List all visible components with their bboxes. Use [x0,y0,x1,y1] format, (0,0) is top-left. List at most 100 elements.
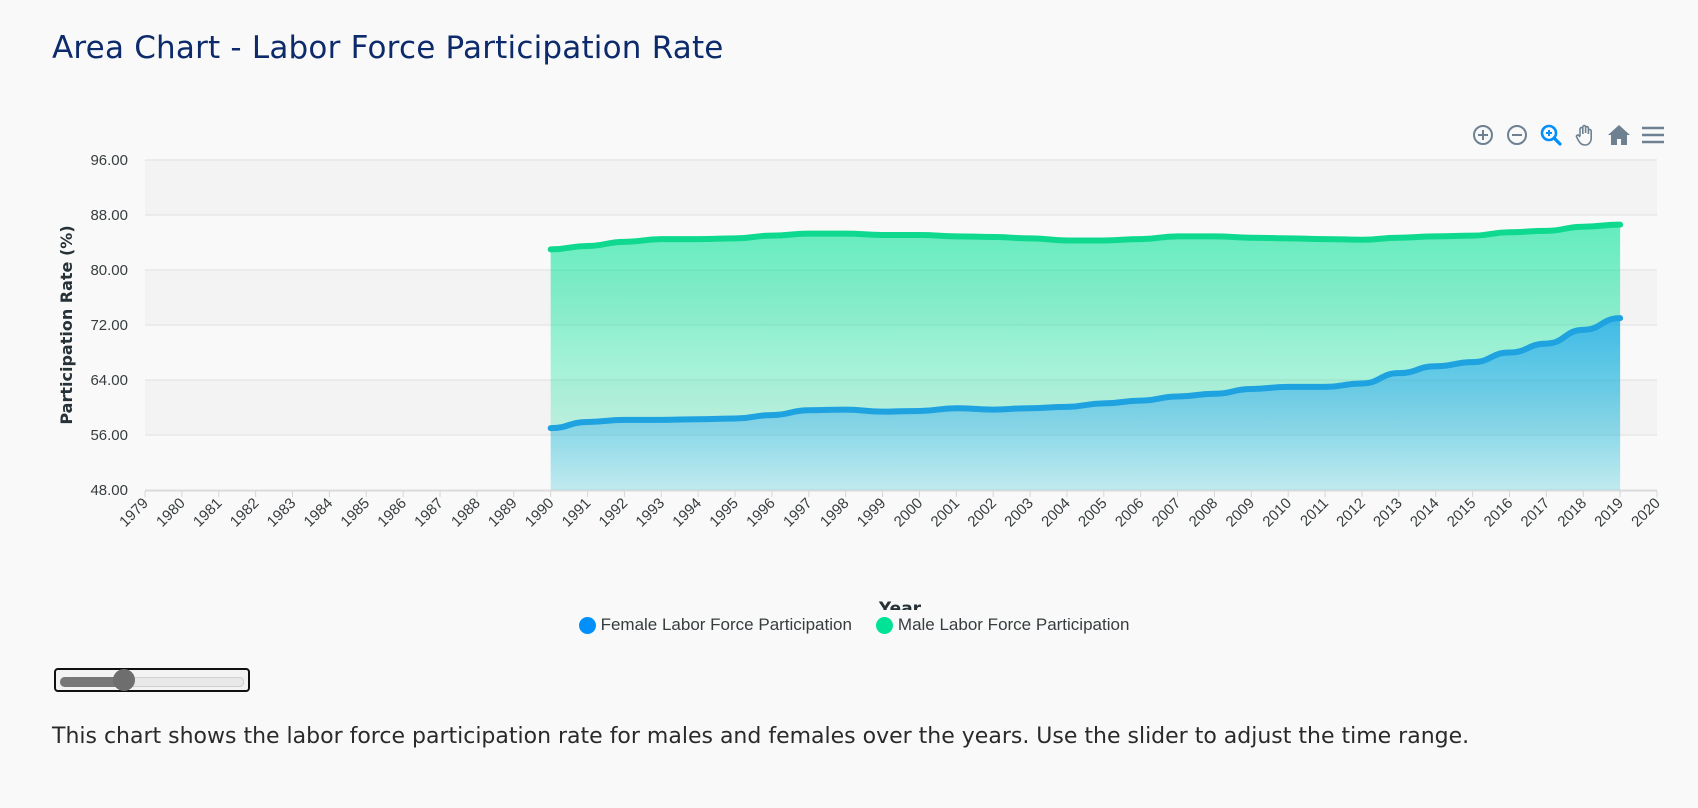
data-point[interactable] [1064,404,1070,410]
data-point[interactable] [1506,350,1512,356]
x-tick-label: 2001 [928,495,964,531]
data-point[interactable] [1396,370,1402,376]
menu-icon[interactable] [1640,122,1666,148]
data-point[interactable] [880,232,886,238]
x-tick-label: 1992 [596,495,632,531]
x-tick-label: 1989 [485,495,521,531]
x-tick-label: 2013 [1370,495,1406,531]
x-tick-label: 2020 [1628,495,1664,531]
time-range-slider[interactable] [54,668,250,692]
y-tick-label: 56.00 [90,427,128,444]
series-line-male[interactable] [547,221,1624,253]
data-point[interactable] [990,407,996,413]
legend-marker-female [578,616,596,634]
data-point[interactable] [1175,233,1181,239]
data-point[interactable] [1248,386,1254,392]
slider-thumb[interactable] [113,669,136,691]
data-point[interactable] [1617,315,1623,321]
data-point[interactable] [1617,222,1623,228]
x-tick-label: 2002 [964,495,1000,531]
zoom-out-icon[interactable] [1504,122,1530,148]
data-point[interactable] [1322,236,1328,242]
legend-label-male: Male Labor Force Participation [897,615,1130,634]
data-point[interactable] [548,246,554,252]
zoom-in-icon[interactable] [1470,122,1496,148]
x-tick-label: 2011 [1297,495,1332,530]
data-point[interactable] [1580,224,1586,230]
data-point[interactable] [621,417,627,423]
data-point[interactable] [658,417,664,423]
data-point[interactable] [843,407,849,413]
y-tick-label: 88.00 [90,207,128,224]
data-point[interactable] [916,232,922,238]
data-point[interactable] [1322,384,1328,390]
data-point[interactable] [1433,233,1439,239]
data-point[interactable] [990,234,996,240]
data-point[interactable] [732,416,738,422]
x-tick-label: 2015 [1444,495,1480,531]
data-point[interactable] [1506,229,1512,235]
data-point[interactable] [1211,391,1217,397]
data-point[interactable] [880,409,886,415]
x-tick-label: 1985 [337,495,373,531]
data-point[interactable] [1175,394,1181,400]
x-tick-label: 1993 [633,495,669,531]
data-point[interactable] [806,231,812,237]
legend-item-female[interactable]: Female Labor Force Participation [569,615,852,635]
area-chart: 96.00 88.00 80.00 72.00 64.00 56.00 48.00 1979 1… [0,110,1698,650]
x-tick-label: 2003 [1001,495,1037,531]
data-point[interactable] [732,235,738,241]
data-point[interactable] [953,233,959,239]
data-point[interactable] [695,236,701,242]
data-point[interactable] [1580,327,1586,333]
data-point[interactable] [1138,398,1144,404]
data-point[interactable] [1211,233,1217,239]
x-tick-label: 2010 [1259,495,1295,531]
data-point[interactable] [769,412,775,418]
data-point[interactable] [1101,400,1107,406]
data-point[interactable] [1138,236,1144,242]
data-point[interactable] [585,419,591,425]
x-tick-label: 1988 [448,495,484,531]
legend-marker-male [875,616,893,634]
data-point[interactable] [1285,384,1291,390]
x-axis-title: Year [878,599,922,610]
selection-zoom-icon[interactable] [1538,122,1564,148]
data-point[interactable] [1543,228,1549,234]
data-point[interactable] [769,233,775,239]
data-point[interactable] [1248,235,1254,241]
data-point[interactable] [695,416,701,422]
data-point[interactable] [1359,380,1365,386]
data-point[interactable] [916,408,922,414]
data-point[interactable] [1101,237,1107,243]
legend-item-male[interactable]: Male Labor Force Participation [866,615,1130,635]
data-point[interactable] [585,243,591,249]
data-point[interactable] [953,405,959,411]
data-point[interactable] [1359,237,1365,243]
data-point[interactable] [1027,235,1033,241]
chart-description: This chart shows the labor force partici… [52,724,1470,749]
data-point[interactable] [1396,235,1402,241]
data-point[interactable] [806,407,812,413]
y-axis-title: Participation Rate (%) [57,225,76,424]
x-tick-label: 2000 [891,495,927,531]
data-point[interactable] [658,236,664,242]
x-tick-label: 1984 [301,495,337,531]
home-reset-icon[interactable] [1606,122,1632,148]
data-point[interactable] [1027,405,1033,411]
x-tick-label: 1980 [153,495,189,531]
data-point[interactable] [1433,363,1439,369]
data-point[interactable] [621,239,627,245]
series-line-female[interactable] [547,315,1624,432]
x-tick-label: 2007 [1149,495,1185,531]
data-point[interactable] [1543,341,1549,347]
data-point[interactable] [1470,359,1476,365]
data-point[interactable] [548,425,554,431]
chart-toolbar [1470,120,1666,150]
data-point[interactable] [843,231,849,237]
data-point[interactable] [1285,235,1291,241]
data-point[interactable] [1064,237,1070,243]
pan-hand-icon[interactable] [1572,122,1598,148]
data-point[interactable] [1470,233,1476,239]
